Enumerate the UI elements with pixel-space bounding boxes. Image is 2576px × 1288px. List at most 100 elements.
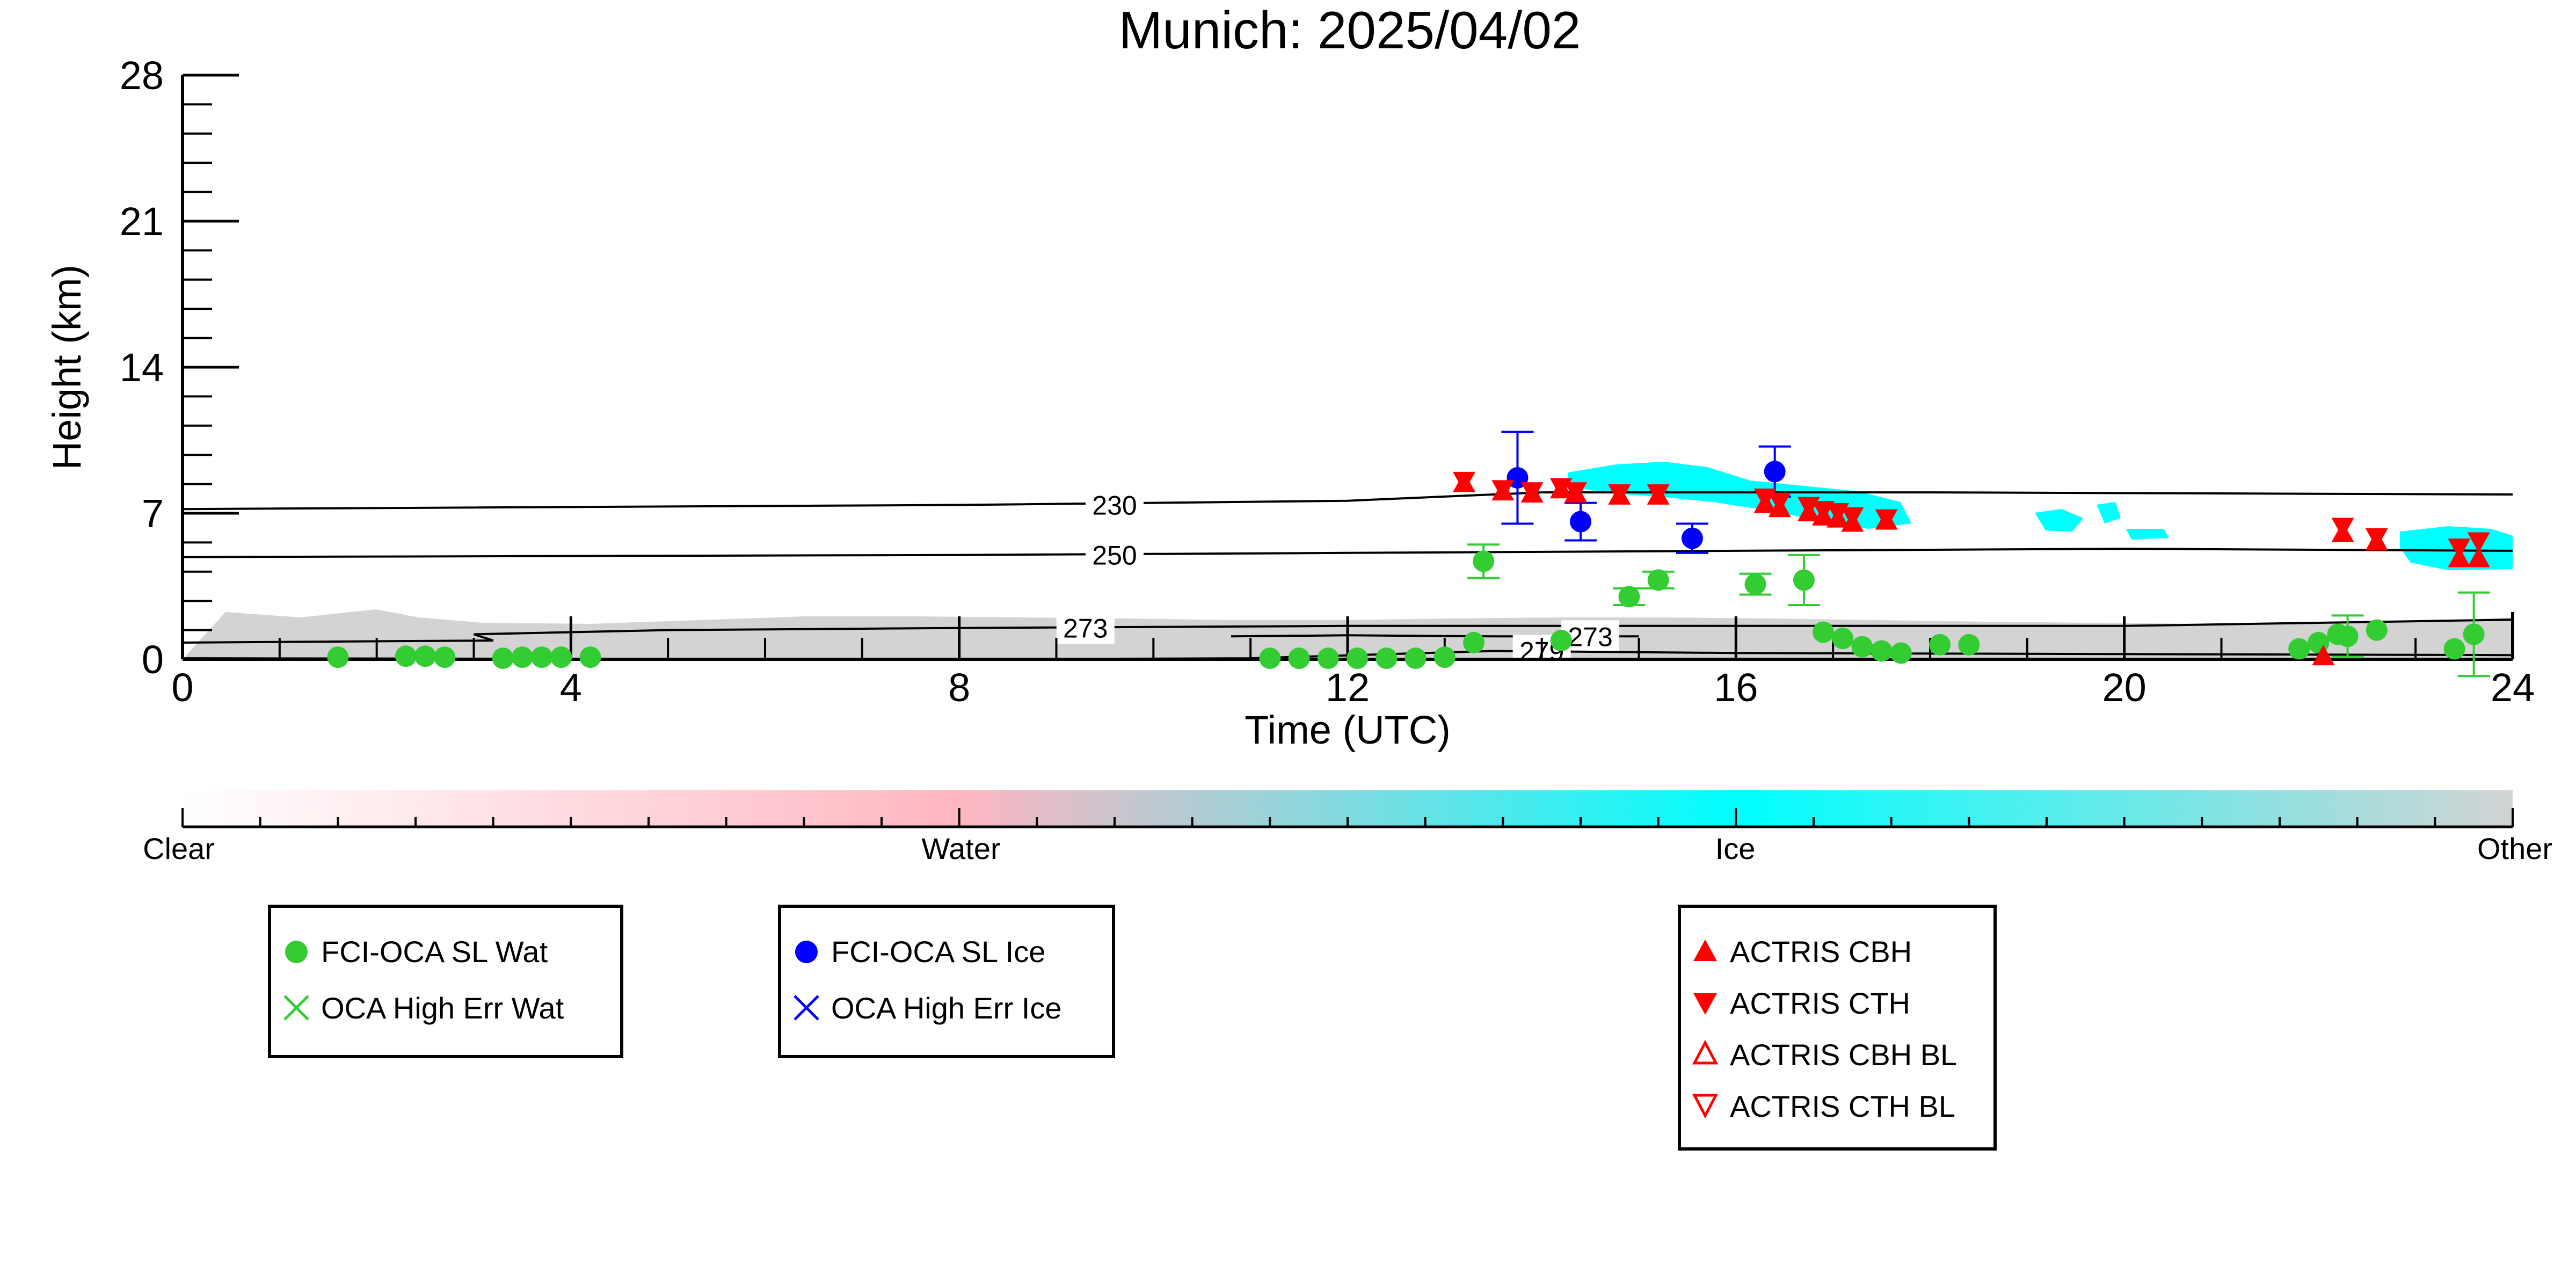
- legend-marker-actris-cth: [1693, 993, 1717, 1015]
- colorbar-label-other: Other: [2477, 832, 2552, 865]
- legend-ice-box: [778, 905, 1115, 1058]
- legend-marker-fci-oca-sl-ice: [795, 941, 818, 963]
- actris-cth-point: [1608, 484, 1631, 505]
- isotherm-label-background: [1056, 612, 1115, 644]
- legend-label-fci-oca-sl-ice: FCI-OCA SL Ice: [831, 935, 1045, 969]
- fci-oca-sl-ice-point: [1681, 527, 1703, 549]
- isotherm-250-line: [182, 548, 2513, 558]
- y-tick-label: 0: [142, 637, 164, 682]
- actris-cth-point: [2331, 518, 2354, 539]
- x-tick-label: 24: [2491, 665, 2535, 710]
- fci-oca-sl-wat-point: [327, 646, 349, 668]
- plot-axes: [181, 75, 2514, 661]
- legend-marker-actris-cbh-bl: [1692, 1039, 1719, 1065]
- fci-oca-sl-wat-point: [1871, 640, 1893, 662]
- legend-marker-actris-cth-bl: [1692, 1094, 1719, 1119]
- isotherm-273-label: 273: [1063, 614, 1108, 644]
- isotherm-230-line: [182, 491, 2513, 511]
- legend-label-actris-cth-bl: ACTRIS CTH BL: [1730, 1089, 1955, 1123]
- fci-oca-sl-wat-point: [1929, 634, 1951, 656]
- chart-title: Munich: 2025/04/02: [1119, 1, 1581, 60]
- fci-oca-sl-wat-point: [550, 646, 572, 668]
- x-tick-label: 12: [1326, 665, 1370, 710]
- fci-oca-sl-wat-point: [414, 645, 436, 667]
- fci-oca-sl-wat-point: [1793, 569, 1815, 591]
- fci-oca-sl-wat-point: [531, 646, 553, 668]
- colorbar-ticks: [181, 808, 2514, 827]
- fci-oca-sl-wat-point: [1376, 647, 1398, 670]
- y-tick-label: 21: [120, 199, 164, 244]
- fci-oca-sl-wat-point: [1647, 569, 1669, 591]
- fci-oca-sl-wat-point: [1813, 621, 1835, 643]
- legend-marker-oca-high-err-ice: [794, 995, 819, 1021]
- fci-oca-sl-ice-point: [1764, 461, 1786, 483]
- fci-oca-sl-wat-point: [1851, 636, 1873, 658]
- actris-cth-point: [1875, 509, 1898, 530]
- fci-oca-sl-wat-point: [1259, 647, 1281, 670]
- isotherm-250-label: 250: [1092, 541, 1137, 571]
- legend-label-fci-oca-sl-wat: FCI-OCA SL Wat: [321, 935, 548, 969]
- legend-label-oca-high-err-ice: OCA High Err Ice: [831, 991, 1061, 1025]
- colorbar-label-water: Water: [921, 832, 1000, 865]
- legend-marker-fci-oca-sl-wat: [285, 941, 308, 963]
- isotherm-230-label: 230: [1092, 490, 1137, 520]
- fci-oca-sl-wat-point: [1433, 646, 1456, 668]
- actris-cbh-point: [2467, 547, 2490, 567]
- fci-oca-sl-wat-point: [2443, 638, 2465, 660]
- fci-oca-sl-wat-point: [1958, 634, 1980, 656]
- fci-oca-sl-wat-point: [2288, 638, 2310, 660]
- legend-marker-actris-cbh: [1693, 940, 1717, 961]
- actris-cth-point: [2365, 528, 2388, 549]
- legend-actris: ACTRIS CBH ACTRIS CTH ACTRIS CBH BL ACTR…: [1678, 905, 1997, 1151]
- x-axis-label: Time (UTC): [1245, 708, 1451, 752]
- fci-oca-sl-wat-point: [1317, 647, 1339, 670]
- x-tick-label: 16: [1714, 665, 1758, 710]
- isotherm-label-background: [1086, 489, 1144, 521]
- fci-oca-sl-wat-point: [511, 646, 533, 668]
- legend-label-actris-cth: ACTRIS CTH: [1730, 986, 1910, 1020]
- legend-ice: FCI-OCA SL Ice OCA High Err Ice: [778, 905, 1115, 1058]
- fci-oca-sl-ice-point: [1570, 511, 1591, 533]
- ice-category-region-3: [2097, 502, 2121, 523]
- marker-layer: [327, 461, 2490, 670]
- fci-oca-sl-wat-point: [492, 647, 514, 670]
- legend-label-actris-cbh-bl: ACTRIS CBH BL: [1730, 1038, 1957, 1072]
- legend-water-box: [268, 905, 623, 1058]
- tick-layer: 0 4 8 12 16 20 24 0 7 14 21 28: [120, 53, 2535, 710]
- isotherm-273-label: 273: [1568, 622, 1612, 652]
- legend-actris-box: [1678, 905, 1997, 1151]
- fci-oca-sl-wat-point: [1618, 586, 1640, 608]
- x-tick-label: 8: [948, 665, 970, 710]
- fci-oca-sl-wat-point: [2366, 619, 2388, 641]
- isotherm-label-background: [1086, 539, 1144, 571]
- legend-label-oca-high-err-wat: OCA High Err Wat: [321, 991, 564, 1025]
- fci-oca-sl-wat-point: [2337, 625, 2359, 647]
- actris-cth-point: [1491, 480, 1515, 501]
- fci-oca-sl-wat-point: [579, 646, 601, 668]
- x-tick-label: 20: [2102, 665, 2146, 710]
- ice-category-region-4: [2126, 529, 2169, 540]
- fci-oca-sl-wat-point: [1744, 573, 1766, 595]
- actris-cth-point: [1520, 482, 1544, 503]
- fci-oca-sl-wat-point: [2463, 623, 2485, 645]
- actris-cth-point: [1453, 471, 1475, 492]
- colorbar-label-clear: Clear: [143, 832, 215, 865]
- y-tick-label: 28: [120, 53, 164, 98]
- x-tick-label: 4: [560, 665, 582, 710]
- fci-oca-sl-wat-point: [1550, 630, 1572, 652]
- y-tick-label: 7: [142, 491, 164, 536]
- y-tick-label: 14: [120, 345, 164, 390]
- fci-oca-sl-wat-point: [1405, 647, 1427, 670]
- fci-oca-sl-wat-point: [1473, 550, 1495, 572]
- actris-cth-point: [1564, 482, 1587, 503]
- actris-cth-point: [1647, 484, 1670, 505]
- actris-cth-point: [1841, 507, 1864, 528]
- ice-category-region-2: [2035, 509, 2083, 532]
- colorbar-label-ice: Ice: [1715, 832, 1756, 865]
- legend-marker-oca-high-err-wat: [283, 995, 309, 1021]
- actris-cth-point: [2467, 532, 2490, 553]
- actris-cbh-point: [2312, 645, 2335, 666]
- actris-cth-point: [1768, 492, 1791, 513]
